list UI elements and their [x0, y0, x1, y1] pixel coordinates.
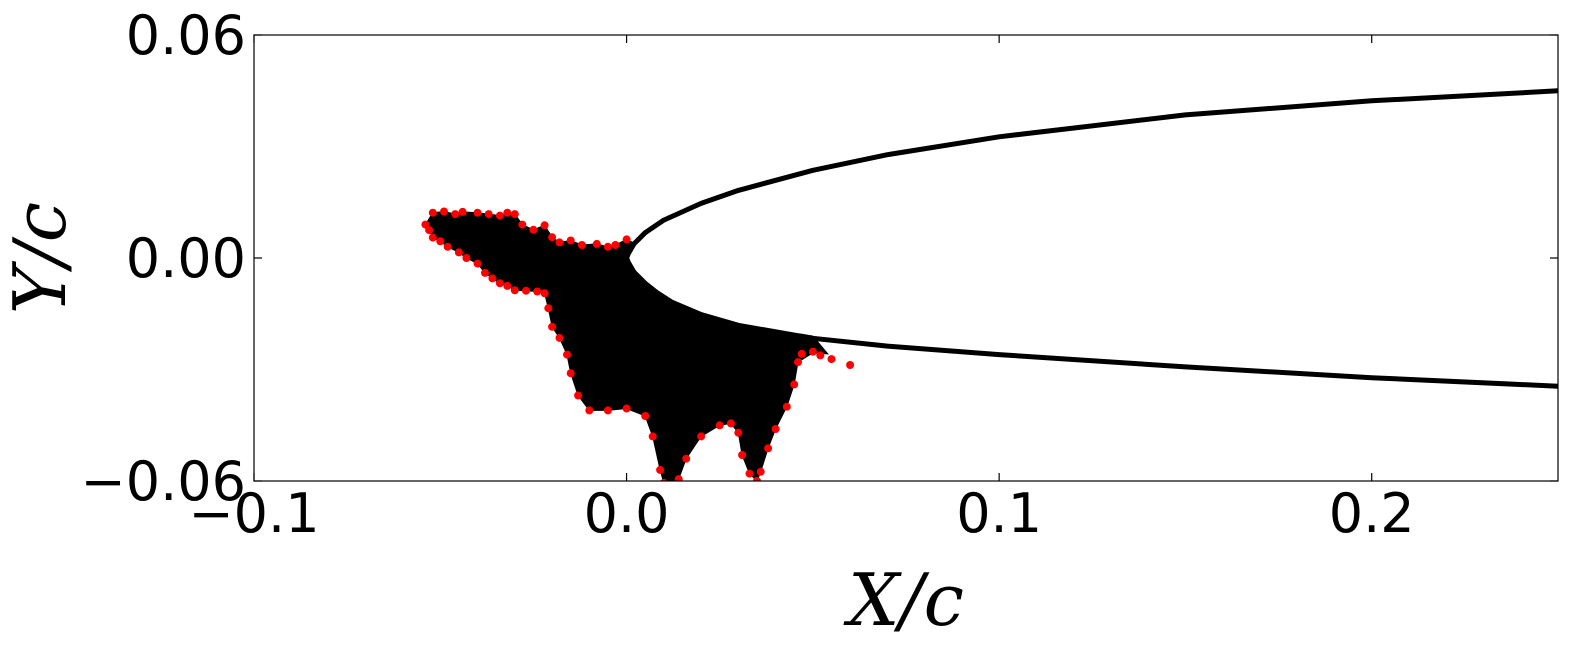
ice-boundary-point: [622, 235, 631, 244]
ice-boundary-point: [745, 469, 754, 478]
ice-boundary-point: [436, 237, 445, 246]
ice-boundary-point: [641, 412, 650, 420]
ice-boundary-point: [738, 451, 747, 459]
ice-boundary-point: [473, 259, 482, 268]
ice-boundary-point: [797, 349, 806, 358]
ice-boundary-point: [540, 289, 549, 298]
ice-boundary-point: [503, 281, 512, 290]
ice-boundary-point: [592, 239, 601, 248]
ice-boundary-point: [656, 465, 665, 474]
ice-boundary-point: [529, 225, 538, 234]
ice-boundary-point: [503, 208, 512, 217]
ice-boundary-point: [428, 233, 437, 242]
ice-boundary-point: [794, 358, 802, 367]
ice-boundary-point: [548, 322, 557, 331]
x-tick-label: 0.2: [1329, 482, 1415, 545]
ice-boundary-point: [454, 248, 463, 257]
ice-boundary-point: [548, 233, 557, 242]
ice-boundary-point: [484, 210, 493, 219]
y-axis-label: Y/c: [0, 202, 82, 314]
ice-boundary-point: [846, 361, 855, 369]
ice-boundary-point: [510, 286, 519, 295]
ice-boundary-point: [566, 369, 575, 378]
ice-boundary-point: [715, 421, 724, 430]
ice-boundary-point: [440, 207, 448, 216]
ice-boundary-point: [674, 475, 683, 481]
ice-boundary-point: [753, 477, 761, 481]
ice-boundary-point: [726, 419, 735, 428]
ice-boundary-point: [577, 241, 586, 249]
x-tick-label: 0.0: [584, 482, 670, 545]
ice-boundary-point: [603, 242, 612, 251]
ice-boundary-point: [682, 454, 691, 463]
ice-boundary-point: [555, 238, 564, 247]
ice-boundary-point: [622, 404, 631, 413]
ice-boundary-point: [603, 406, 612, 415]
ice-boundary-point: [756, 467, 765, 476]
ice-boundary-point: [790, 380, 799, 389]
ice-boundary-point: [488, 274, 497, 283]
y-tick-label: 0.00: [126, 227, 246, 290]
ice-boundary-point: [808, 347, 817, 356]
ice-boundary-point: [544, 304, 553, 313]
x-axis-label: X/c: [843, 558, 964, 642]
ice-boundary-point: [425, 226, 434, 235]
ice-boundary-point: [522, 286, 530, 295]
ice-boundary-point: [458, 207, 467, 216]
x-tick-label: 0.1: [956, 482, 1042, 545]
ice-boundary-point: [540, 221, 549, 230]
ice-boundary-point: [782, 402, 791, 411]
ice-boundary-point: [495, 279, 504, 288]
ice-boundary-point: [473, 208, 482, 217]
ice-boundary-point: [764, 444, 773, 453]
ice-boundary-point: [533, 287, 542, 296]
ice-boundary-point: [771, 425, 780, 433]
ice-boundary-point: [555, 333, 564, 342]
ice-boundary-point: [697, 432, 706, 441]
ice-boundary-point: [443, 242, 452, 251]
ice-boundary-point: [611, 241, 620, 249]
ice-boundary-point: [462, 254, 471, 262]
ice-boundary-point: [734, 428, 743, 437]
ice-boundary-point: [495, 211, 504, 220]
x-tick-label: −0.1: [188, 482, 319, 545]
ice-boundary-point: [574, 391, 583, 400]
ice-boundary-point: [518, 220, 527, 229]
series-layer: [421, 88, 1558, 481]
ice-boundary-point: [481, 268, 489, 277]
ice-boundary-point: [816, 351, 825, 360]
ice-boundary-point: [451, 210, 460, 219]
ticks-layer: −0.1 0.0 0.1 0.2 0.06 0.00 −0.06: [81, 4, 1558, 545]
ice-boundary-point: [510, 210, 519, 219]
y-tick-label: −0.06: [81, 450, 246, 513]
airfoil-contour-line: [624, 88, 1558, 389]
ice-boundary-point: [566, 236, 575, 245]
ice-boundary-point: [563, 350, 571, 359]
ice-boundary-point: [827, 355, 836, 364]
ice-boundary-point: [648, 432, 657, 441]
ice-boundary-point: [585, 406, 594, 415]
ice-boundary-point: [428, 208, 437, 217]
y-tick-label: 0.06: [126, 4, 246, 67]
